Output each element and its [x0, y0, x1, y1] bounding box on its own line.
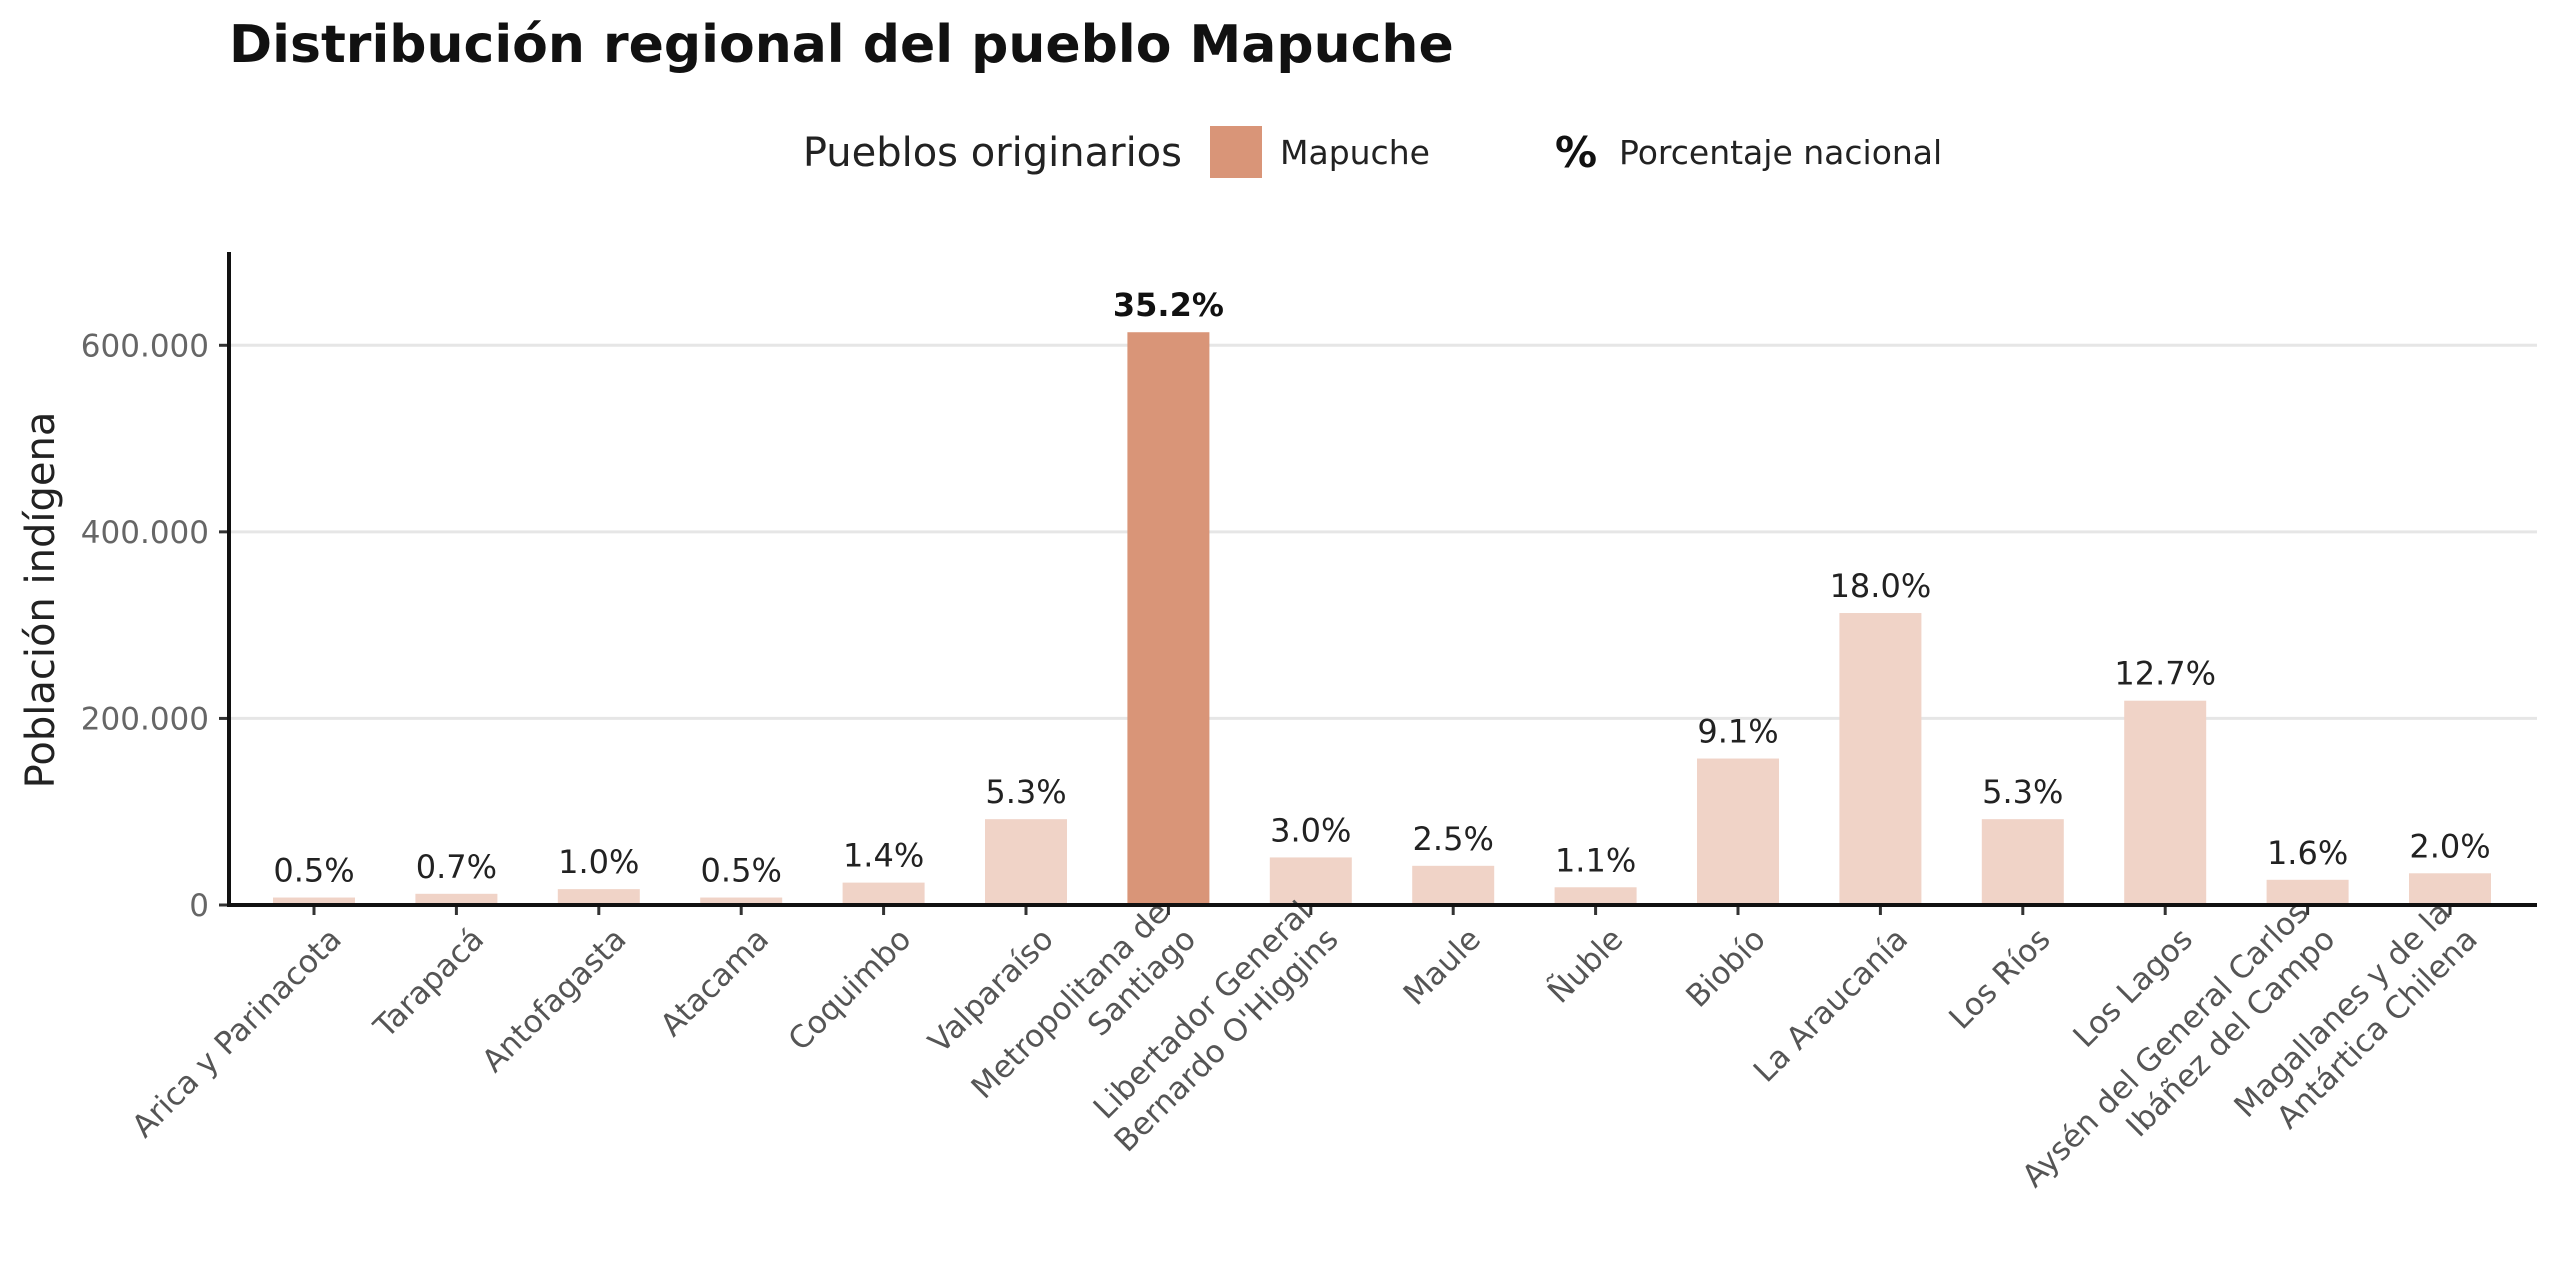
bar-value-label: 3.0% — [1270, 811, 1351, 849]
y-tick-label: 200.000 — [81, 701, 209, 737]
x-tick-label: Atacama — [654, 921, 776, 1043]
y-tick-label: 400.000 — [81, 515, 209, 551]
x-tick-label: Ñuble — [1541, 921, 1630, 1010]
bars — [273, 332, 2491, 905]
bar — [2124, 700, 2207, 905]
bar-value-label: 1.6% — [2267, 834, 2348, 872]
bar-value-label: 35.2% — [1113, 286, 1224, 324]
bar — [842, 882, 925, 905]
bar — [1412, 865, 1495, 905]
bar-value-label: 12.7% — [2114, 655, 2216, 693]
x-tick-label: Antofagasta — [475, 921, 633, 1079]
bar — [1697, 758, 1779, 905]
bar — [2266, 879, 2349, 905]
legend: Pueblos originarios Mapuche % Porcentaje… — [803, 126, 1942, 178]
bar — [557, 889, 640, 905]
legend-label-porcentaje: Porcentaje nacional — [1619, 133, 1942, 172]
bar-value-labels: 0.5% 0.7% 1.0% 0.5% 1.4% 5.3% 35.2% 3.0% 2.5% 1.1… — [273, 286, 2490, 889]
x-tick-label: Tarapacá — [366, 921, 491, 1046]
x-tick-label: Los Ríos — [1942, 921, 2057, 1036]
x-tick-label: Arica y Parinacota — [125, 921, 349, 1145]
bar — [1269, 857, 1352, 905]
legend-swatch-mapuche — [1210, 126, 1262, 178]
legend-label-mapuche: Mapuche — [1280, 133, 1430, 172]
bar-value-label: 18.0% — [1830, 567, 1932, 605]
bar-value-label: 5.3% — [1982, 773, 2063, 811]
y-axis-title: Población indígena — [18, 412, 64, 789]
chart-title: Distribución regional del pueblo Mapuche — [229, 15, 1454, 75]
x-tick-label: Biobío — [1679, 921, 1772, 1014]
legend-title: Pueblos originarios — [803, 130, 1182, 176]
x-tick-label: Coquimbo — [782, 921, 919, 1058]
bar — [1981, 819, 2064, 905]
bar-value-label: 2.0% — [2409, 827, 2490, 865]
bar-value-label: 0.7% — [416, 848, 497, 886]
y-tick-label: 0 — [189, 888, 209, 924]
y-axis-ticks: 0 200.000 400.000 600.000 — [81, 328, 229, 924]
y-tick-label: 600.000 — [81, 328, 209, 364]
bar — [1554, 887, 1637, 905]
bar-value-label: 1.1% — [1555, 841, 1636, 879]
bar-value-label: 9.1% — [1697, 713, 1778, 751]
bar — [1839, 613, 1922, 905]
bar-value-label: 5.3% — [985, 773, 1066, 811]
bar-value-label: 1.4% — [843, 837, 924, 875]
x-tick-label: Maule — [1397, 921, 1488, 1012]
bar-value-label: 2.5% — [1413, 820, 1494, 858]
bar — [1127, 332, 1210, 905]
legend-percent-symbol: % — [1555, 128, 1597, 177]
bar — [2409, 873, 2491, 905]
bar — [700, 897, 783, 905]
bar-value-label: 0.5% — [273, 852, 354, 890]
bar-value-label: 0.5% — [701, 852, 782, 890]
bar — [415, 893, 498, 905]
bar — [273, 897, 355, 905]
bar-value-label: 1.0% — [558, 843, 639, 881]
bar — [985, 819, 1067, 905]
